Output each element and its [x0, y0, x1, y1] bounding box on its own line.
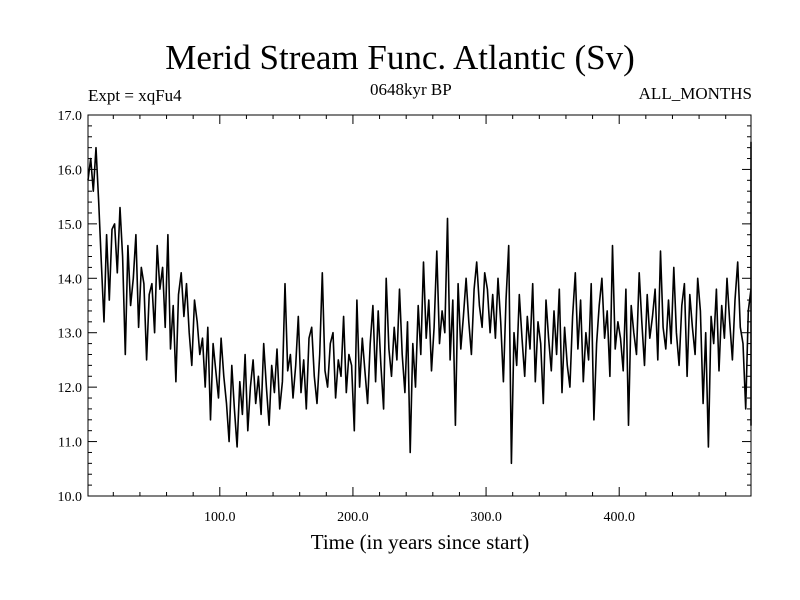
chart-title: Merid Stream Func. Atlantic (Sv)	[165, 38, 635, 77]
x-tick-label: 100.0	[204, 510, 236, 525]
y-tick-label: 16.0	[58, 163, 83, 178]
y-tick-label: 11.0	[58, 436, 82, 451]
x-tick-label: 400.0	[603, 510, 635, 525]
experiment-label: Expt = xqFu4	[88, 86, 182, 105]
y-tick-label: 15.0	[58, 218, 83, 233]
x-tick-label: 200.0	[337, 510, 369, 525]
y-tick-label: 12.0	[58, 381, 83, 396]
period-label: 0648kyr BP	[370, 80, 452, 99]
y-tick-label: 13.0	[58, 327, 83, 342]
y-tick-label: 14.0	[58, 272, 83, 287]
x-tick-label: 300.0	[470, 510, 502, 525]
y-tick-label: 17.0	[58, 109, 83, 124]
y-tick-label: 10.0	[58, 490, 83, 505]
months-label: ALL_MONTHS	[638, 84, 752, 103]
series-line-atlantic-moc	[87, 141, 752, 465]
x-axis-label: Time (in years since start)	[310, 530, 530, 554]
